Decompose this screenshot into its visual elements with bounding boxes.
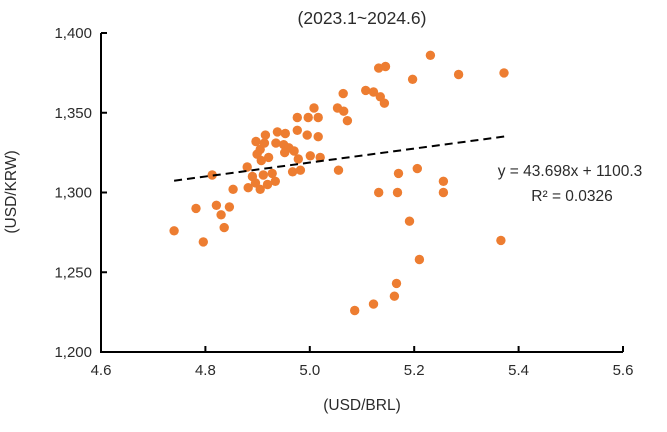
y-tick-label: 1,400	[54, 25, 92, 42]
data-point	[393, 168, 404, 179]
data-point	[263, 152, 274, 163]
y-tick-label: 1,200	[54, 344, 92, 361]
data-point	[496, 235, 506, 246]
data-point	[216, 210, 226, 220]
data-point	[333, 165, 344, 175]
data-point	[258, 170, 268, 180]
data-point	[315, 152, 325, 163]
data-point	[380, 61, 391, 72]
plot-area: 4.6 4.8 5.0 5.2 5.4 5.6 1,200 1,250 1,300 1,350 1,…	[54, 25, 633, 379]
data-point	[292, 112, 302, 123]
data-point	[412, 163, 422, 174]
data-point	[289, 146, 299, 156]
data-point	[251, 136, 261, 147]
data-point	[499, 68, 509, 78]
data-point	[228, 184, 238, 194]
data-point	[169, 226, 179, 236]
data-point	[309, 103, 319, 113]
data-point	[292, 125, 302, 135]
data-point	[350, 305, 360, 316]
data-point	[391, 278, 402, 289]
data-point	[295, 165, 306, 175]
data-point	[303, 112, 313, 123]
data-point	[270, 176, 280, 186]
data-point	[414, 254, 425, 265]
data-point	[305, 151, 315, 161]
trendline-r-squared-label: R² = 0.0326	[531, 188, 612, 205]
data-point	[255, 184, 265, 194]
data-point	[242, 162, 252, 172]
data-point	[191, 203, 201, 214]
data-point	[438, 176, 449, 186]
chart-title: (2023.1~2024.6)	[298, 8, 427, 28]
data-point	[368, 87, 379, 97]
data-point	[313, 132, 323, 142]
data-point	[302, 130, 312, 140]
y-axis-title: (USD/KRW)	[3, 150, 20, 233]
data-point	[224, 202, 235, 212]
data-point	[392, 187, 403, 198]
data-point	[280, 128, 290, 139]
trendline-equation-label: y = 43.698x + 1100.3	[498, 163, 643, 180]
data-point	[407, 74, 418, 85]
data-point	[267, 168, 277, 179]
x-tick-label: 5.4	[508, 362, 529, 379]
data-point	[272, 127, 283, 137]
x-tick-label: 5.0	[299, 362, 320, 379]
data-point	[293, 154, 303, 164]
data-point	[374, 187, 384, 198]
data-point	[211, 200, 222, 210]
data-point	[339, 106, 349, 116]
axis-spine	[100, 33, 623, 353]
data-point	[287, 167, 298, 177]
data-point	[280, 147, 290, 158]
data-point	[453, 69, 464, 80]
data-point	[342, 116, 353, 126]
data-point	[243, 183, 253, 193]
trendline	[173, 135, 509, 182]
data-point	[379, 98, 390, 108]
data-point	[404, 216, 415, 226]
data-point	[438, 187, 449, 198]
data-point	[256, 155, 266, 166]
data-point	[338, 88, 348, 99]
data-point	[425, 50, 436, 60]
x-tick-label: 4.6	[91, 362, 112, 379]
data-point	[259, 138, 270, 148]
data-point	[389, 291, 400, 301]
y-tick-label: 1,300	[54, 185, 92, 202]
y-tick-label: 1,250	[54, 264, 92, 281]
x-axis-title: (USD/BRL)	[323, 397, 401, 414]
data-point	[271, 138, 281, 148]
data-point	[207, 170, 217, 180]
data-point	[262, 179, 273, 190]
data-point	[219, 222, 229, 233]
x-tick-label: 5.2	[404, 362, 425, 379]
data-point	[198, 237, 208, 247]
data-point	[361, 85, 371, 96]
data-point	[368, 299, 379, 309]
data-point	[313, 112, 323, 123]
x-tick-label: 5.6	[613, 362, 634, 379]
data-point	[260, 130, 271, 140]
y-tick-label: 1,350	[54, 105, 92, 122]
x-tick-label: 4.8	[195, 362, 216, 379]
